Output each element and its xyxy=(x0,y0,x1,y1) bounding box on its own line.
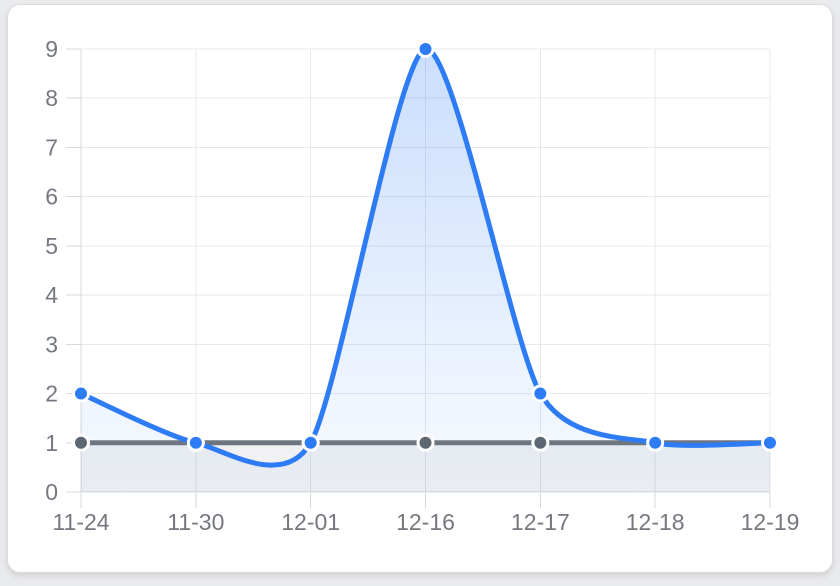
x-axis-tick-label: 12-17 xyxy=(511,509,570,535)
x-axis-tick-label: 12-18 xyxy=(626,509,685,535)
chart-card: 0 1 2 3 4 5 6 7 8 9 11-24 11-30 12-01 12-16 12-17 12-18… xyxy=(7,4,833,573)
y-axis-tick-label: 7 xyxy=(45,134,58,160)
data-point-baseline-12-16[interactable] xyxy=(416,433,435,452)
y-axis-tick-label: 0 xyxy=(45,479,58,505)
x-axis-tick-label: 11-24 xyxy=(52,509,109,535)
data-point-values-12-18[interactable] xyxy=(646,433,665,452)
data-point-baseline-12-17[interactable] xyxy=(531,433,550,452)
x-axis-tick-label: 11-30 xyxy=(167,509,224,535)
data-point-values-12-17[interactable] xyxy=(531,384,550,403)
y-axis-tick-label: 8 xyxy=(45,85,58,111)
x-axis-tick-label: 12-01 xyxy=(281,509,340,535)
y-axis-tick-label: 4 xyxy=(45,282,58,308)
y-axis-tick-label: 6 xyxy=(45,184,58,210)
x-axis-tick-label: 12-16 xyxy=(396,509,455,535)
y-axis-tick-label: 1 xyxy=(45,430,58,456)
y-axis-tick-label: 5 xyxy=(45,233,58,259)
data-point-values-12-16[interactable] xyxy=(416,40,435,58)
line-chart[interactable]: 0 1 2 3 4 5 6 7 8 9 11-24 11-30 12-01 12-16 12-17 12-18… xyxy=(8,5,833,573)
x-axis-tick-label: 12-19 xyxy=(741,509,800,535)
y-axis-tick-label: 9 xyxy=(45,36,58,62)
area-fill-values xyxy=(81,48,770,492)
y-axis-tick-label: 3 xyxy=(45,331,58,357)
data-point-values-12-01[interactable] xyxy=(301,433,320,452)
data-point-values-11-24[interactable] xyxy=(72,384,90,403)
data-point-values-12-19[interactable] xyxy=(761,433,779,452)
data-point-values-11-30[interactable] xyxy=(186,433,205,452)
data-point-baseline-11-24[interactable] xyxy=(72,433,90,452)
y-axis-tick-label: 2 xyxy=(45,381,58,407)
